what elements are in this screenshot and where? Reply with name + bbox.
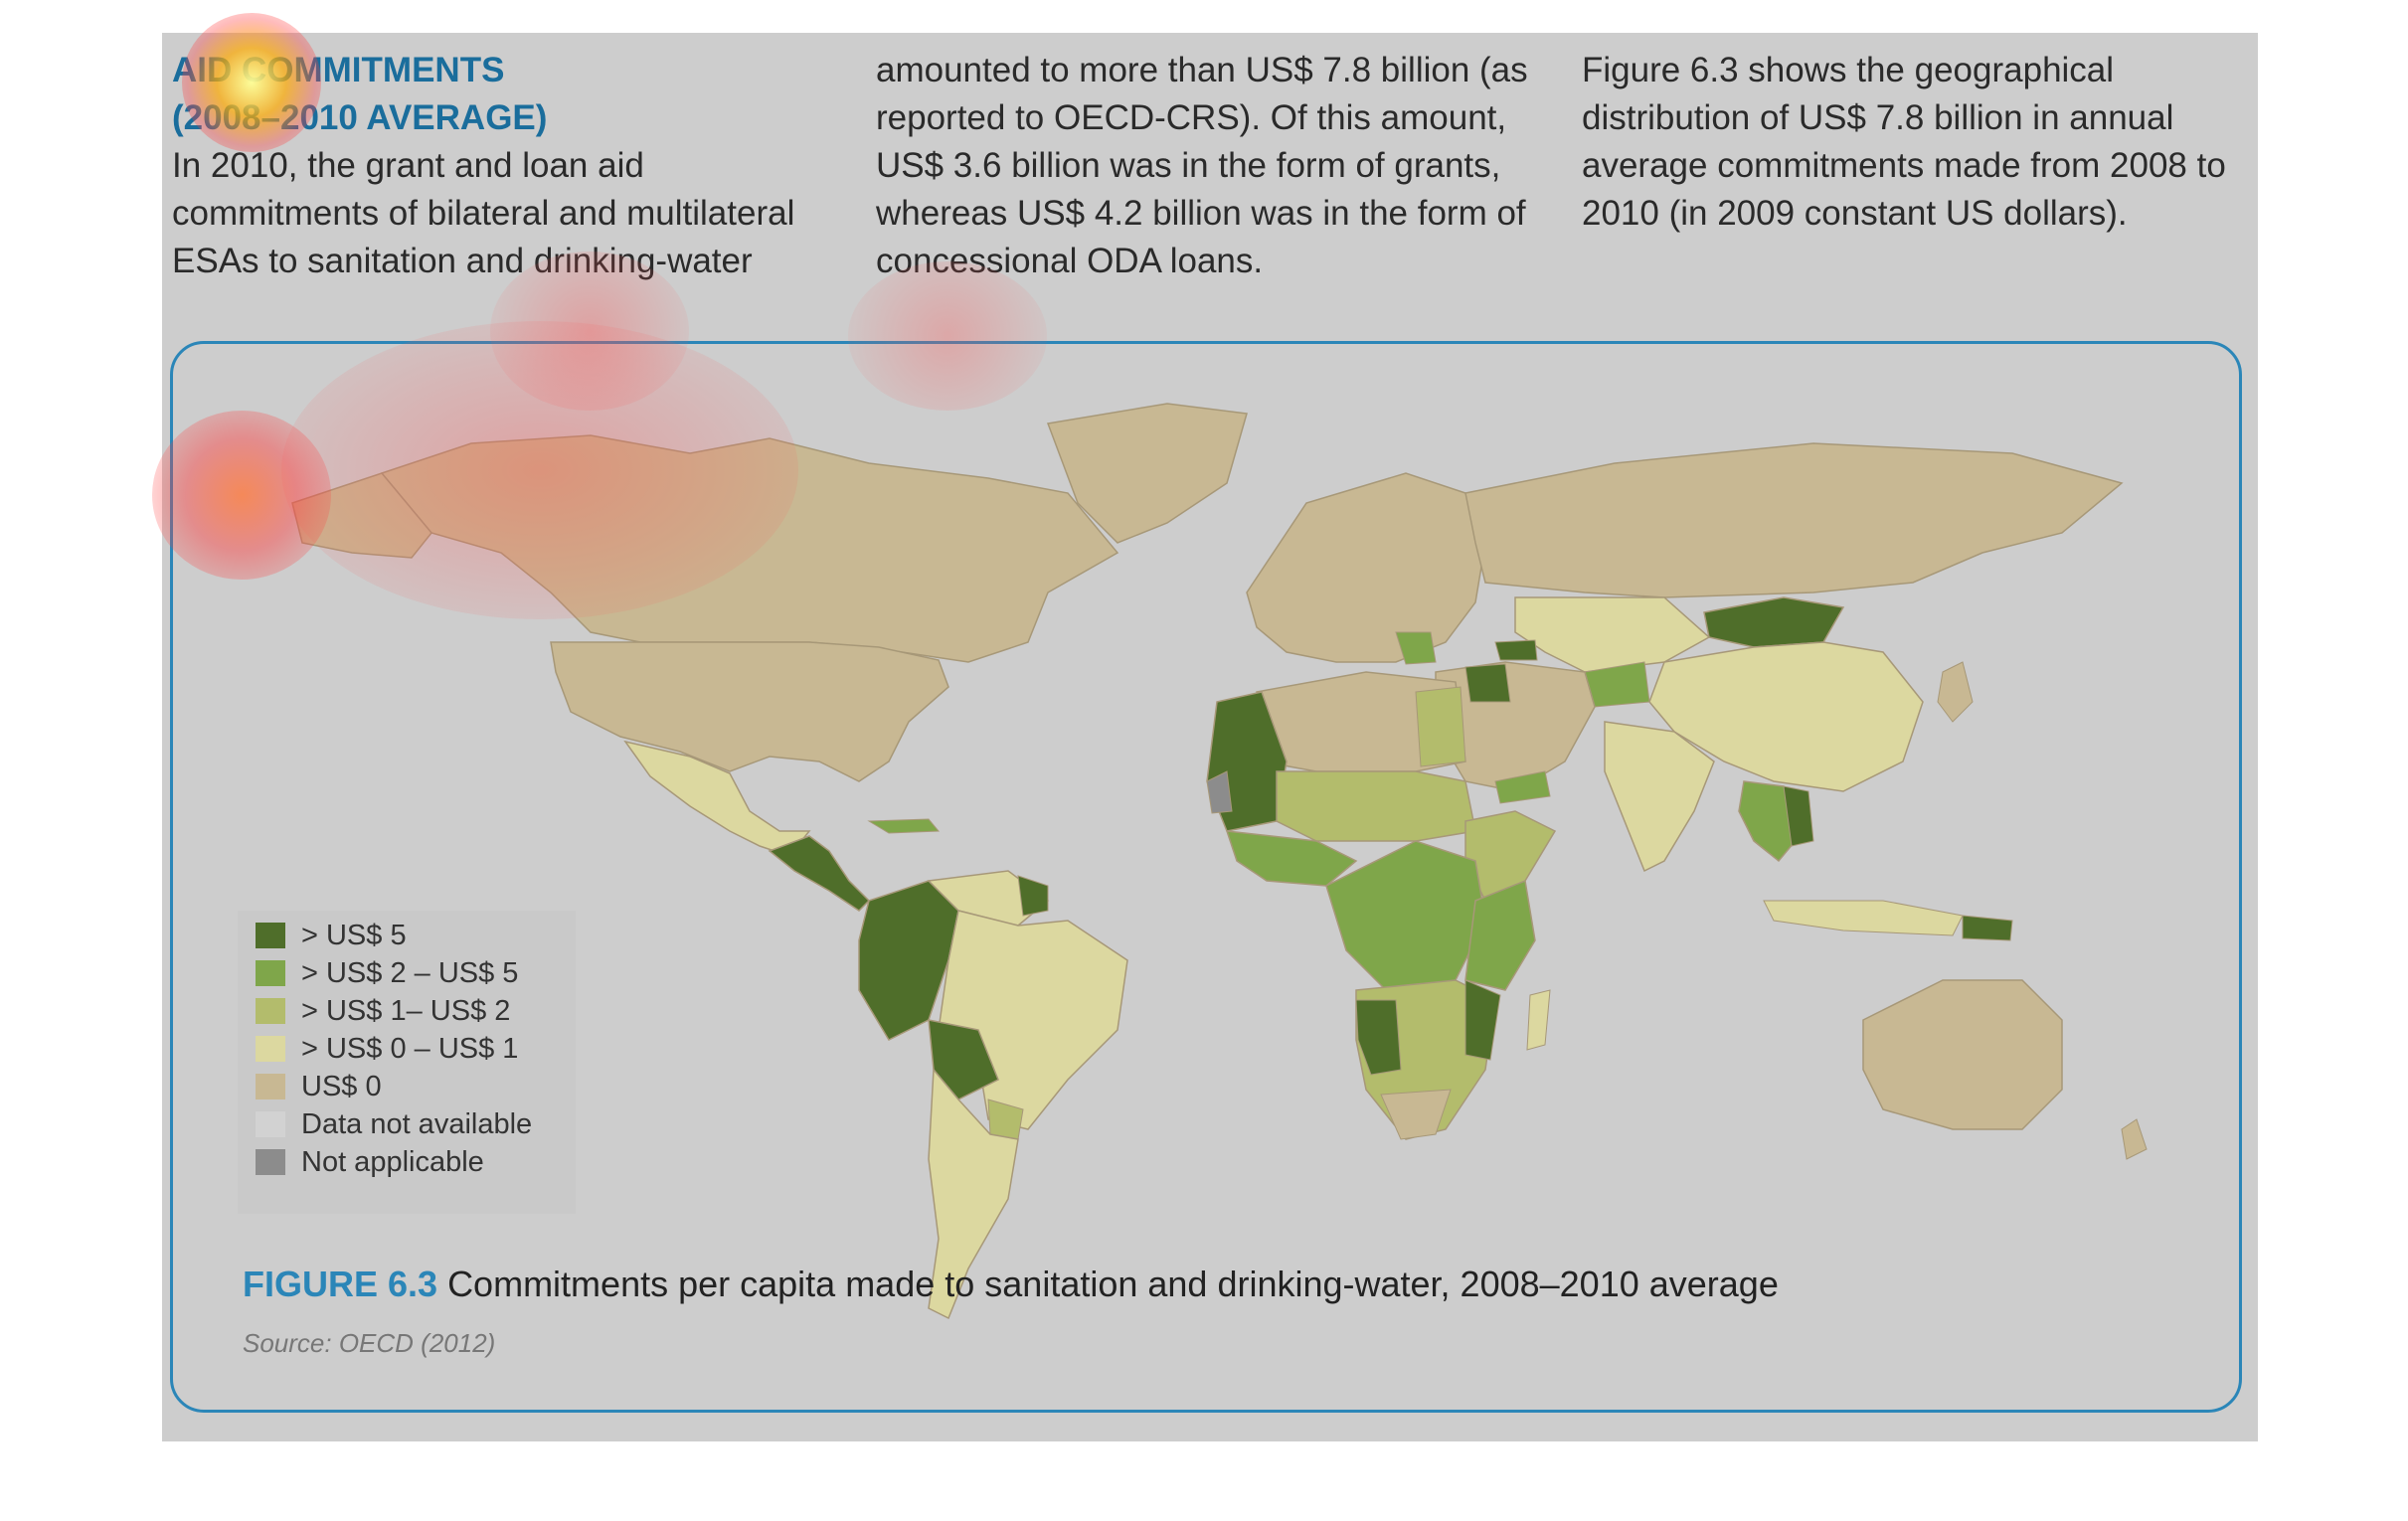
legend-item: > US$ 2 – US$ 5 [256, 954, 576, 992]
map-region-egypt [1415, 686, 1466, 767]
legend-swatch [256, 923, 285, 948]
map-region-europe [1246, 472, 1486, 663]
legend-item: > US$ 5 [256, 917, 576, 954]
legend-swatch [256, 1074, 285, 1099]
map-region-new-zealand [2121, 1118, 2148, 1160]
map-region-western-sahara [1206, 770, 1233, 814]
map-region-central-america [768, 835, 871, 912]
map-region-vietnam [1783, 785, 1814, 847]
map-region-japan [1937, 661, 1974, 723]
map-region-brazil [938, 910, 1128, 1130]
map-region-yemen [1494, 770, 1551, 804]
legend-swatch [256, 1111, 285, 1137]
section-heading: AID COMMITMENTS (2008–2010 AVERAGE) [172, 47, 547, 142]
figure-number: FIGURE 6.3 [243, 1264, 438, 1304]
map-region-madagascar [1526, 989, 1551, 1051]
legend-label: > US$ 1– US$ 2 [301, 994, 511, 1027]
map-region-namibia [1355, 999, 1402, 1076]
legend-swatch [256, 1149, 285, 1175]
legend-swatch [256, 1036, 285, 1062]
map-region-russia [1464, 442, 2124, 598]
world-map [291, 403, 2148, 1320]
figure-source: Source: OECD (2012) [243, 1328, 496, 1358]
map-region-papua [1962, 915, 2013, 941]
legend-item: US$ 0 [256, 1068, 576, 1105]
legend-label: > US$ 2 – US$ 5 [301, 956, 519, 989]
figure-panel: > US$ 5 > US$ 2 – US$ 5 > US$ 1– US$ 2 > US… [170, 341, 2242, 1413]
body-column-3: Figure 6.3 shows the geographical distri… [1582, 51, 2226, 233]
heading-line-2: (2008–2010 AVERAGE) [172, 98, 548, 137]
map-region-india [1604, 721, 1715, 873]
legend-item: > US$ 0 – US$ 1 [256, 1030, 576, 1068]
map-region-sahel [1276, 770, 1476, 842]
figure-caption: FIGURE 6.3 Commitments per capita made to… [243, 1264, 1779, 1305]
legend-label: US$ 0 [301, 1070, 382, 1102]
map-region-bolivia [928, 1019, 999, 1100]
map-region-indonesia [1763, 900, 1964, 936]
map-region-balkans [1395, 631, 1437, 665]
legend-item: > US$ 1– US$ 2 [256, 992, 576, 1030]
map-region-caribbean [867, 818, 941, 834]
legend-item: Not applicable [256, 1143, 576, 1181]
map-region-south-africa [1380, 1089, 1452, 1140]
legend-swatch [256, 998, 285, 1024]
body-column-1: In 2010, the grant and loan aid commitme… [172, 146, 795, 280]
map-legend: > US$ 5 > US$ 2 – US$ 5 > US$ 1– US$ 2 > US… [238, 911, 576, 1214]
report-page: AID COMMITMENTS (2008–2010 AVERAGE) In 2… [152, 13, 2258, 1441]
map-region-greenland [1046, 403, 1248, 544]
map-region-mozambique [1464, 979, 1501, 1061]
map-region-usa [550, 641, 949, 782]
legend-label: Data not available [301, 1107, 533, 1140]
legend-swatch [256, 960, 285, 986]
map-region-mongolia [1703, 596, 1845, 648]
map-region-southern-cone [928, 1068, 1019, 1320]
map-region-caucasus [1494, 639, 1538, 661]
legend-label: Not applicable [301, 1145, 484, 1178]
map-region-iraq-syria [1464, 663, 1511, 703]
map-region-east-africa [1464, 879, 1536, 991]
heading-line-1: AID COMMITMENTS [172, 51, 505, 89]
figure-title: Commitments per capita made to sanitatio… [447, 1264, 1779, 1304]
legend-label: > US$ 5 [301, 919, 407, 951]
map-region-china [1648, 641, 1924, 792]
map-region-australia [1862, 979, 2063, 1130]
legend-item: Data not available [256, 1105, 576, 1143]
body-column-2: amounted to more than US$ 7.8 billion (a… [876, 51, 1528, 280]
map-region-guyana [1017, 875, 1049, 917]
legend-label: > US$ 0 – US$ 1 [301, 1032, 519, 1065]
map-region-canada [380, 434, 1119, 663]
